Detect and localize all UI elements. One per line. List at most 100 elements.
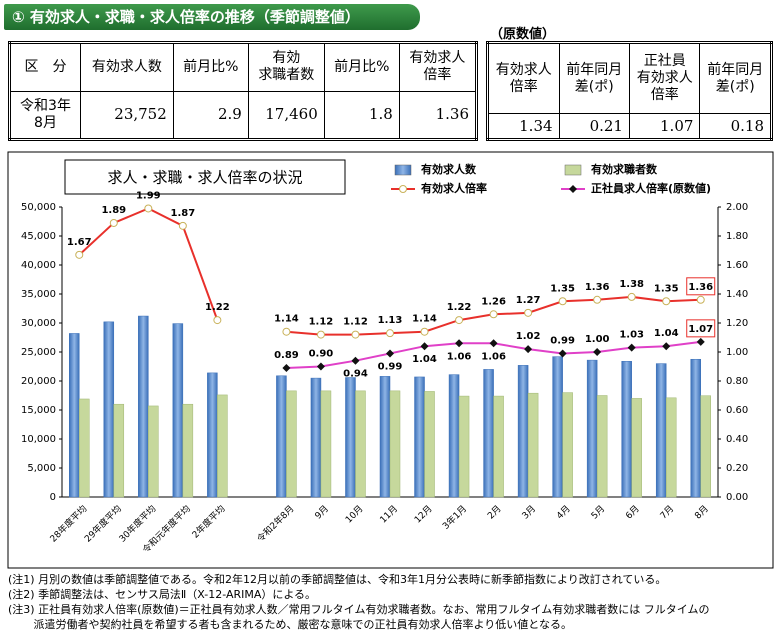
- y2-tick-label: 0.20: [726, 463, 748, 474]
- bar: [148, 405, 159, 498]
- raw-table: 有効求人 倍率 前年同月 差(ポ) 正社員 有効求人 倍率 前年同月 差(ポ) 1.3…: [486, 41, 773, 141]
- data-label: 1.22: [447, 302, 472, 313]
- marker: [316, 330, 325, 339]
- bar: [448, 374, 460, 498]
- y2-tick-label: 1.60: [726, 260, 748, 271]
- td: 17,460: [247, 90, 325, 140]
- bar: [527, 392, 539, 498]
- data-label: 1.22: [205, 302, 230, 313]
- bar: [113, 403, 125, 498]
- td: 1.07: [628, 113, 701, 140]
- legend-label: 正社員求人倍率(原数値): [591, 181, 711, 195]
- bar: [286, 390, 297, 498]
- data-label: 1.06: [481, 351, 506, 362]
- bar: [700, 395, 711, 498]
- bar: [621, 361, 632, 498]
- legend-label: 有効求職者数: [591, 162, 658, 176]
- td: 23,752: [80, 90, 174, 140]
- legend-swatch: [399, 185, 407, 193]
- td: 1.36: [398, 90, 478, 140]
- th: 有効求人 倍率: [398, 42, 478, 92]
- data-label: 1.89: [101, 205, 126, 216]
- marker: [75, 250, 84, 259]
- data-label: 1.13: [378, 315, 403, 326]
- marker: [558, 349, 567, 358]
- th: 正社員 有効求人 倍率: [628, 41, 701, 115]
- bar: [562, 392, 573, 498]
- data-label: 1.36: [585, 282, 610, 293]
- bar: [586, 359, 598, 498]
- data-label: 1.12: [309, 317, 334, 328]
- y-tick-label: 25,000: [21, 347, 56, 358]
- data-label: 1.35: [550, 283, 575, 294]
- marker: [420, 327, 429, 336]
- data-label: 1.36: [688, 282, 713, 293]
- data-label: 1.00: [585, 334, 610, 345]
- td: 1.8: [323, 90, 400, 140]
- marker: [420, 342, 429, 351]
- marker: [627, 292, 636, 301]
- marker: [351, 330, 360, 339]
- data-label: 1.35: [654, 283, 679, 294]
- th: 有効求人数: [80, 42, 174, 92]
- td: 2.9: [172, 90, 249, 140]
- marker: [696, 337, 705, 346]
- y2-tick-label: 0.60: [726, 405, 748, 416]
- bar: [320, 390, 332, 498]
- note: (注3) 正社員有効求人倍率(原数値)＝正社員有効求人数／常用フルタイム有効求職…: [8, 603, 710, 631]
- marker: [524, 345, 533, 354]
- th: 前月比%: [323, 42, 400, 92]
- data-label: 1.07: [688, 324, 713, 335]
- marker: [455, 339, 464, 348]
- marker: [662, 342, 671, 351]
- marker: [489, 339, 498, 348]
- data-label: 1.06: [447, 351, 472, 362]
- y2-tick-label: 0.00: [726, 492, 748, 503]
- th: 有効 求職者数: [247, 42, 325, 92]
- data-label: 1.67: [67, 237, 92, 248]
- bar: [103, 321, 115, 498]
- bar: [655, 363, 667, 498]
- bar: [69, 333, 80, 498]
- marker: [696, 295, 705, 304]
- bar: [424, 391, 435, 498]
- bar: [379, 376, 391, 498]
- marker: [213, 316, 222, 325]
- note: (注1) 月別の数値は季節調整値である。令和2年12月以前の季節調整値は、令和3…: [8, 573, 667, 586]
- data-label: 0.94: [343, 369, 368, 380]
- data-label: 1.04: [654, 328, 679, 339]
- bar: [182, 403, 194, 498]
- th: 有効求人 倍率: [487, 41, 560, 115]
- bar: [389, 390, 401, 498]
- bar: [690, 358, 701, 498]
- marker: [282, 327, 291, 336]
- data-label: 1.99: [136, 190, 161, 201]
- bar: [79, 398, 90, 498]
- table-label: （原数値）: [490, 27, 556, 42]
- th: 前年同月 差(ポ): [699, 41, 772, 115]
- bar: [596, 395, 608, 498]
- y-tick-label: 20,000: [21, 376, 56, 387]
- marker: [109, 218, 118, 227]
- th: 前月比%: [172, 42, 249, 92]
- marker: [662, 297, 671, 306]
- bar: [345, 377, 356, 498]
- note: (注2) 季節調整法は、センサス局法Ⅱ（X-12-ARIMA）による。: [8, 588, 317, 601]
- bar: [458, 395, 470, 498]
- legend-swatch: [394, 164, 412, 176]
- y2-tick-label: 2.00: [726, 202, 748, 213]
- data-label: 1.26: [481, 296, 506, 307]
- bar: [517, 365, 529, 498]
- bar: [217, 394, 228, 498]
- bar: [310, 377, 322, 498]
- th: 区 分: [9, 42, 81, 92]
- bar: [414, 376, 425, 498]
- data-label: 1.04: [412, 354, 437, 365]
- y-tick-label: 30,000: [21, 318, 56, 329]
- legend-label: 有効求人倍率: [421, 181, 487, 195]
- data-label: 0.90: [309, 349, 334, 360]
- data-label: 1.03: [619, 330, 644, 341]
- data-label: 0.89: [274, 350, 299, 361]
- td: 1.34: [487, 113, 560, 140]
